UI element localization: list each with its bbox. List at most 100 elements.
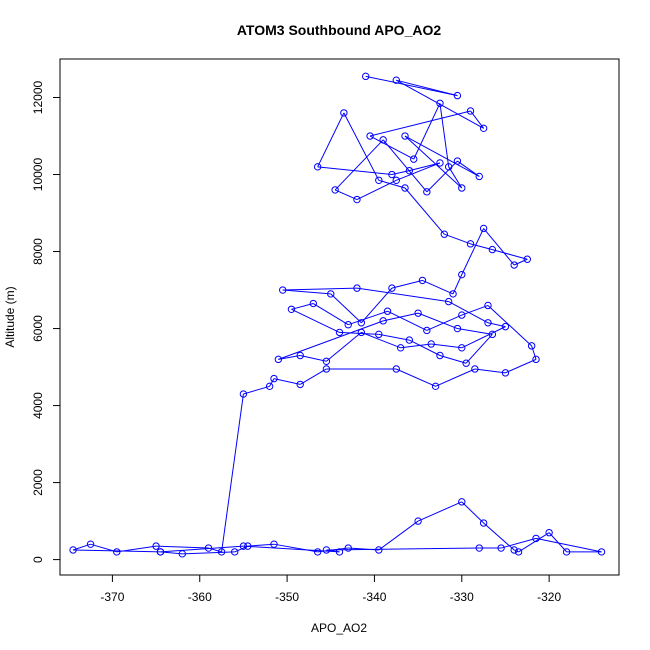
y-tick-label: 4000 <box>31 392 45 419</box>
data-point <box>427 340 435 348</box>
y-axis: 0 2000 4000 6000 8000 10000 12000 <box>31 80 61 563</box>
series-segment <box>330 293 362 324</box>
data-point <box>479 124 488 133</box>
data-point <box>322 357 331 365</box>
data-point <box>309 299 317 308</box>
data-point <box>523 255 531 263</box>
series-segment <box>378 333 410 341</box>
series-segment <box>382 139 428 193</box>
data-point <box>401 132 409 140</box>
series-segment <box>417 501 462 522</box>
data-point <box>86 540 95 548</box>
series-segment <box>465 333 493 364</box>
data-point <box>296 380 304 389</box>
data-point <box>204 544 213 552</box>
data-point <box>392 76 400 84</box>
series-segment <box>369 135 414 160</box>
data-point <box>322 546 331 554</box>
x-axis: -370 -360 -350 -340 -330 -320 <box>100 574 561 604</box>
data-point <box>313 548 322 556</box>
data-point <box>466 240 475 248</box>
y-tick-label: 8000 <box>31 238 45 265</box>
data-point <box>423 326 431 335</box>
series-segment <box>339 331 379 335</box>
data-point <box>279 286 287 294</box>
series-segment <box>457 160 480 177</box>
data-point <box>414 309 422 317</box>
series-segment <box>160 545 244 553</box>
data-point <box>458 311 466 319</box>
series-segment <box>500 537 537 549</box>
data-point <box>244 542 252 550</box>
data-point <box>510 261 518 269</box>
data-point <box>423 188 431 196</box>
series-segment <box>518 532 550 553</box>
series-segment <box>291 303 314 310</box>
data-point <box>375 176 383 184</box>
series-segment <box>156 545 209 549</box>
data-point <box>475 544 483 552</box>
series-segment <box>474 368 506 374</box>
series-segment <box>221 393 244 552</box>
series-segment <box>404 135 480 177</box>
data-point <box>344 321 352 329</box>
series-segment <box>378 179 406 189</box>
series-layer <box>69 72 606 558</box>
data-point <box>366 132 374 140</box>
x-axis-label: APO_AO2 <box>311 621 367 635</box>
data-point <box>510 546 518 554</box>
series-segment <box>457 328 493 335</box>
series-segment <box>326 547 480 551</box>
series-segment <box>505 358 537 374</box>
data-point <box>562 548 571 556</box>
data-point <box>436 351 444 360</box>
x-tick-label: -320 <box>537 590 561 604</box>
data-point <box>597 548 606 556</box>
plot-area <box>59 58 620 576</box>
data-point <box>230 548 239 556</box>
data-point <box>453 91 462 100</box>
series-segment <box>383 312 419 322</box>
data-point <box>414 517 422 525</box>
series-segment <box>348 310 388 326</box>
data-point <box>344 544 352 552</box>
data-point <box>436 159 444 167</box>
data-point <box>270 374 278 383</box>
data-point <box>265 382 274 391</box>
data-point <box>113 548 121 556</box>
data-point <box>431 382 440 391</box>
y-tick-label: 6000 <box>31 315 45 342</box>
series-segment <box>431 343 462 349</box>
series-segment <box>426 314 462 331</box>
y-axis-label: Altitude (m) <box>3 286 17 347</box>
data-point <box>466 107 475 115</box>
series-segment <box>247 543 275 547</box>
x-tick-label: -350 <box>275 590 299 604</box>
data-point <box>514 548 523 556</box>
series-segment <box>448 166 463 189</box>
data-point <box>322 365 331 373</box>
series-segment <box>470 243 493 251</box>
data-point <box>383 307 392 315</box>
series-segment <box>291 308 340 333</box>
series-segment <box>422 279 454 295</box>
data-point <box>270 540 278 548</box>
data-point <box>313 163 322 171</box>
data-point <box>458 498 466 506</box>
data-point <box>327 290 335 298</box>
series-segment <box>365 75 458 97</box>
data-point <box>156 548 165 556</box>
data-point <box>475 172 483 181</box>
series-segment <box>417 312 458 330</box>
data-point <box>471 365 479 373</box>
data-point <box>479 519 488 527</box>
data-point <box>436 99 444 107</box>
series-segment <box>461 326 506 349</box>
series-segment <box>356 287 449 303</box>
data-point <box>375 330 383 339</box>
series-segment <box>531 345 537 360</box>
data-point <box>287 305 296 313</box>
series-segment <box>369 110 471 137</box>
x-tick-label: -340 <box>362 590 386 604</box>
series-segment <box>444 233 471 245</box>
